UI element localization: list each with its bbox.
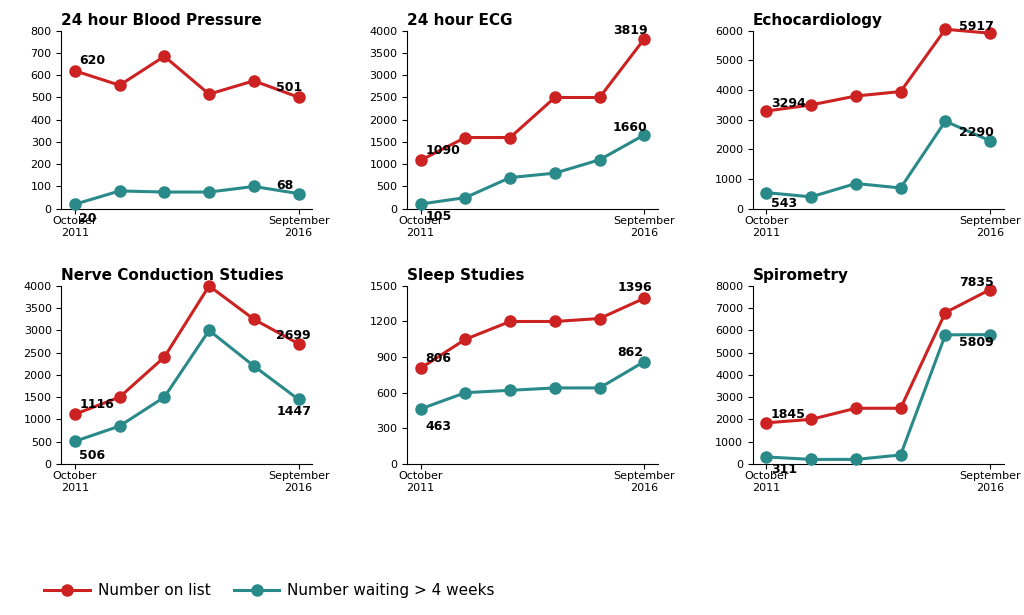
Text: Nerve Conduction Studies: Nerve Conduction Studies bbox=[61, 268, 285, 284]
Text: 806: 806 bbox=[425, 352, 452, 365]
Text: 1660: 1660 bbox=[613, 121, 648, 134]
Text: 1116: 1116 bbox=[79, 397, 115, 411]
Text: 1845: 1845 bbox=[771, 408, 806, 421]
Text: 1396: 1396 bbox=[617, 281, 652, 294]
Text: 463: 463 bbox=[425, 420, 452, 434]
Text: Spirometry: Spirometry bbox=[753, 268, 849, 284]
Text: 311: 311 bbox=[771, 462, 797, 475]
Text: 3294: 3294 bbox=[771, 97, 806, 109]
Text: 1090: 1090 bbox=[425, 143, 460, 157]
Text: 2699: 2699 bbox=[276, 329, 311, 343]
Text: 2290: 2290 bbox=[958, 126, 993, 140]
Text: 5917: 5917 bbox=[958, 20, 993, 33]
Text: 24 hour ECG: 24 hour ECG bbox=[408, 13, 513, 28]
Text: 862: 862 bbox=[617, 346, 643, 359]
Text: 620: 620 bbox=[79, 54, 105, 67]
Text: 501: 501 bbox=[276, 81, 302, 93]
Text: 24 hour Blood Pressure: 24 hour Blood Pressure bbox=[61, 13, 262, 28]
Text: Sleep Studies: Sleep Studies bbox=[408, 268, 524, 284]
Legend: Number on list, Number waiting > 4 weeks: Number on list, Number waiting > 4 weeks bbox=[38, 577, 501, 605]
Text: 543: 543 bbox=[771, 197, 797, 210]
Text: 7835: 7835 bbox=[958, 276, 993, 289]
Text: 105: 105 bbox=[425, 210, 452, 223]
Text: 20: 20 bbox=[79, 212, 97, 225]
Text: 1447: 1447 bbox=[276, 405, 311, 418]
Text: 5809: 5809 bbox=[958, 336, 993, 349]
Text: Echocardiology: Echocardiology bbox=[753, 13, 883, 28]
Text: 506: 506 bbox=[79, 449, 105, 462]
Text: 68: 68 bbox=[276, 179, 294, 192]
Text: 3819: 3819 bbox=[613, 25, 647, 38]
